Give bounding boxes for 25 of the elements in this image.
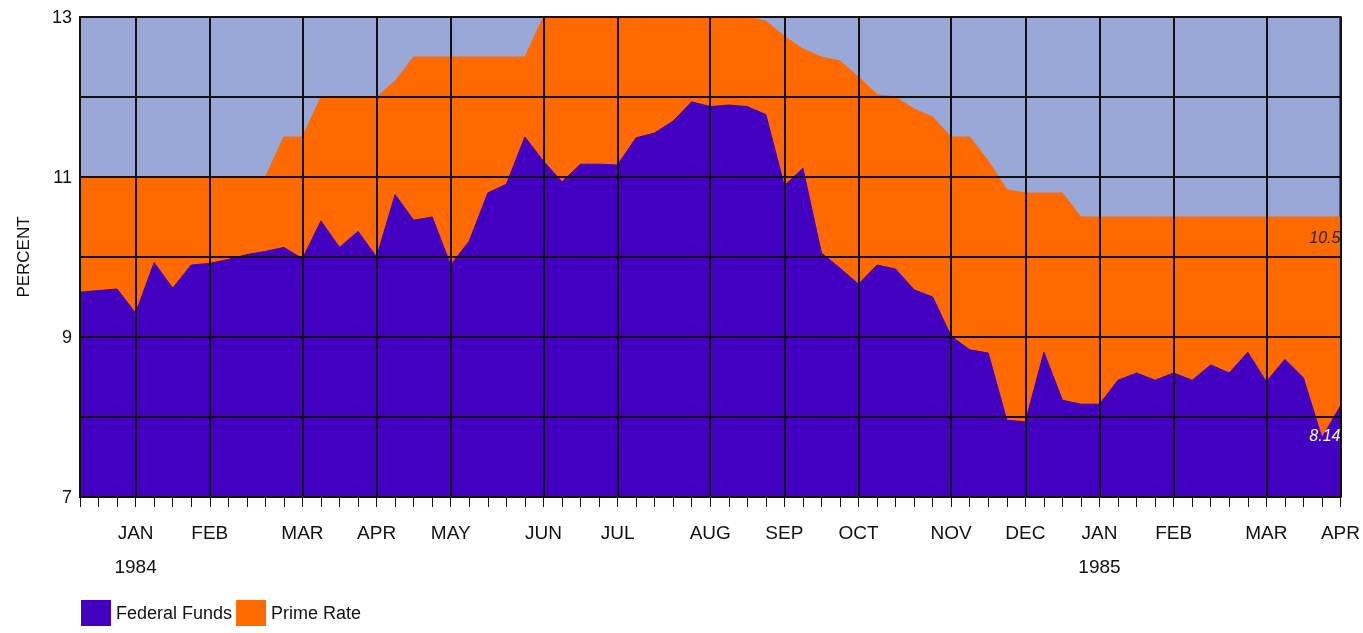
x-tick-label: MAY [430,521,471,543]
y-tick-label: 7 [61,487,72,507]
y-axis-title: PERCENT [14,216,33,298]
legend-label: Prime Rate [271,603,362,623]
x-tick-label: JAN 1984 [114,521,158,577]
data-label: 10.5 [1309,228,1341,246]
x-tick-label: FEB [191,521,229,543]
x-tick-label: JUN [524,521,562,543]
y-tick-label: 13 [51,7,72,27]
x-tick-label: NOV [930,521,973,543]
x-tick-label: JAN 1985 [1078,521,1121,577]
x-tick-label: FEB [1155,521,1193,543]
y-tick-label: 11 [53,167,72,187]
data-label: 8.14 [1309,427,1341,445]
x-tick-label: MAR [281,521,324,543]
x-tick-label: MAR [1245,521,1288,543]
legend-label: Federal Funds [116,603,233,623]
x-tick-label: DEC [1005,521,1046,543]
x-tick-label: SEP [765,521,804,543]
x-tick-label: JUL [600,521,635,543]
x-tick-label: OCT [838,521,879,543]
x-tick-label: AUG [689,521,731,543]
y-tick-label: 9 [61,327,72,347]
x-tick-label: APR [1320,521,1361,543]
x-tick-label: APR [357,521,397,543]
